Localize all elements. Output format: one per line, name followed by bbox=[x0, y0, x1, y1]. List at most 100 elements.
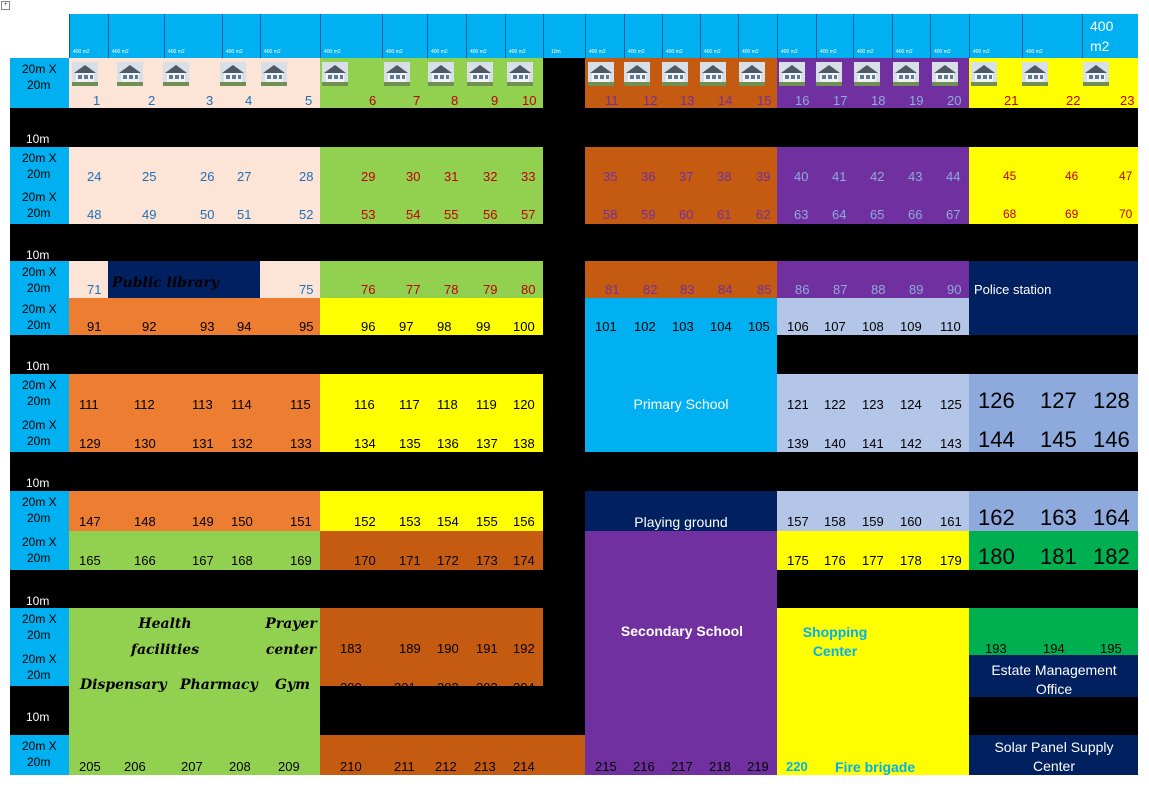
house-icon bbox=[624, 62, 650, 86]
plot-number: 134 bbox=[354, 436, 376, 451]
plot-number: 75 bbox=[299, 282, 314, 297]
header-divider bbox=[427, 14, 428, 58]
solar-panel-label: Solar Panel Supply Center bbox=[994, 739, 1114, 774]
plot-number: 106 bbox=[787, 319, 809, 334]
plot-number: 88 bbox=[871, 282, 886, 297]
police-station-block bbox=[969, 298, 1138, 335]
header-divider bbox=[892, 14, 893, 58]
header-plot-size: 400 m2 bbox=[704, 49, 721, 55]
plot-number: 126 bbox=[978, 388, 1015, 413]
plot-block bbox=[69, 374, 320, 452]
header-divider bbox=[816, 14, 817, 58]
house-icon bbox=[507, 62, 533, 86]
plot-number: 213 bbox=[474, 759, 496, 774]
plot-number: 167 bbox=[192, 553, 214, 568]
plot-number: 132 bbox=[231, 436, 253, 451]
plot-number: 200 bbox=[340, 680, 362, 695]
plot-number: 17 bbox=[833, 93, 848, 108]
header-plot-size: 400 m2 bbox=[168, 49, 185, 55]
plot-number: 147 bbox=[79, 514, 101, 529]
plot-number: 42 bbox=[870, 169, 885, 184]
plot-number: 43 bbox=[908, 169, 923, 184]
house-icon bbox=[1022, 62, 1048, 86]
plot-number: 33 bbox=[521, 169, 536, 184]
plot-number: 183 bbox=[340, 641, 362, 656]
side-label bbox=[10, 608, 69, 686]
header-plot-size: 400 m2 bbox=[934, 49, 951, 55]
road-label: 10m bbox=[26, 476, 50, 490]
side-dimension: 20m bbox=[27, 394, 51, 408]
plot-block bbox=[320, 147, 543, 224]
plot-number: 89 bbox=[909, 282, 924, 297]
plot-number: 144 bbox=[978, 427, 1015, 452]
plot-number: 6 bbox=[369, 93, 377, 108]
header-row bbox=[69, 14, 1138, 58]
plot-number: 205 bbox=[79, 759, 101, 774]
plot-number: 202 bbox=[437, 680, 459, 695]
plot-number: 219 bbox=[747, 759, 769, 774]
table-move-handle-icon[interactable]: + bbox=[1, 1, 10, 10]
plot-number: 109 bbox=[900, 319, 922, 334]
side-dimension: 20m X bbox=[22, 652, 57, 666]
plot-number: 14 bbox=[718, 93, 733, 108]
plot-number: 98 bbox=[437, 319, 452, 334]
plot-number: 24 bbox=[87, 169, 102, 184]
plot-number: 23 bbox=[1120, 93, 1135, 108]
side-label bbox=[10, 58, 69, 108]
house-icon bbox=[700, 62, 726, 86]
plot-number: 193 bbox=[985, 641, 1007, 656]
plot-number: 149 bbox=[192, 514, 214, 529]
plot-number: 9 bbox=[491, 93, 499, 108]
plot-number: 166 bbox=[134, 553, 156, 568]
plot-number: 46 bbox=[1065, 169, 1079, 183]
plot-number: 84 bbox=[718, 282, 733, 297]
plot-number: 157 bbox=[787, 514, 809, 529]
plot-number: 48 bbox=[87, 207, 102, 222]
plot-number: 96 bbox=[361, 319, 376, 334]
plot-block bbox=[585, 147, 777, 224]
side-label bbox=[10, 491, 69, 570]
plot-number: 41 bbox=[832, 169, 847, 184]
plot-block bbox=[777, 531, 969, 570]
plot-number: 35 bbox=[603, 169, 618, 184]
shopping-center-label: Shopping Center bbox=[802, 624, 868, 659]
header-divider bbox=[260, 14, 261, 58]
header-plot-size: 400 m2 bbox=[973, 49, 990, 55]
side-dimension: 20m bbox=[27, 78, 51, 92]
road-label: 10m bbox=[26, 248, 50, 262]
plot-number: 131 bbox=[192, 436, 214, 451]
plot-number: 145 bbox=[1040, 427, 1077, 452]
plot-number: 135 bbox=[399, 436, 421, 451]
plot-number: 66 bbox=[908, 207, 923, 222]
plot-number: 130 bbox=[134, 436, 156, 451]
plot-number: 18 bbox=[871, 93, 886, 108]
plot-number: 31 bbox=[444, 169, 459, 184]
side-dimension: 20m X bbox=[22, 151, 57, 165]
plot-number: 30 bbox=[406, 169, 421, 184]
plot-number: 163 bbox=[1040, 505, 1077, 530]
side-dimension: 20m bbox=[27, 511, 51, 525]
plot-number: 153 bbox=[399, 514, 421, 529]
plot-number: 113 bbox=[192, 397, 213, 412]
plot-number: 53 bbox=[361, 207, 376, 222]
police-station-label: Police station bbox=[974, 282, 1052, 297]
plot-number: 59 bbox=[641, 207, 656, 222]
header-divider bbox=[700, 14, 701, 58]
plot-block bbox=[320, 261, 543, 298]
shopping-center-block bbox=[777, 608, 969, 686]
plot-number: 12 bbox=[643, 93, 658, 108]
plot-number: 55 bbox=[444, 207, 459, 222]
header-divider bbox=[662, 14, 663, 58]
plot-number: 172 bbox=[437, 553, 459, 568]
plot-number: 93 bbox=[200, 319, 215, 334]
plot-number: 155 bbox=[476, 514, 498, 529]
plot-number: 87 bbox=[833, 282, 848, 297]
side-label bbox=[10, 735, 69, 775]
plot-number: 2 bbox=[148, 93, 156, 108]
plot-number: 107 bbox=[824, 319, 846, 334]
house-icon bbox=[854, 62, 880, 86]
plot-block bbox=[320, 608, 543, 686]
plot-number: 44 bbox=[946, 169, 961, 184]
plot-number: 100 bbox=[513, 319, 535, 334]
plot-number: 82 bbox=[643, 282, 658, 297]
